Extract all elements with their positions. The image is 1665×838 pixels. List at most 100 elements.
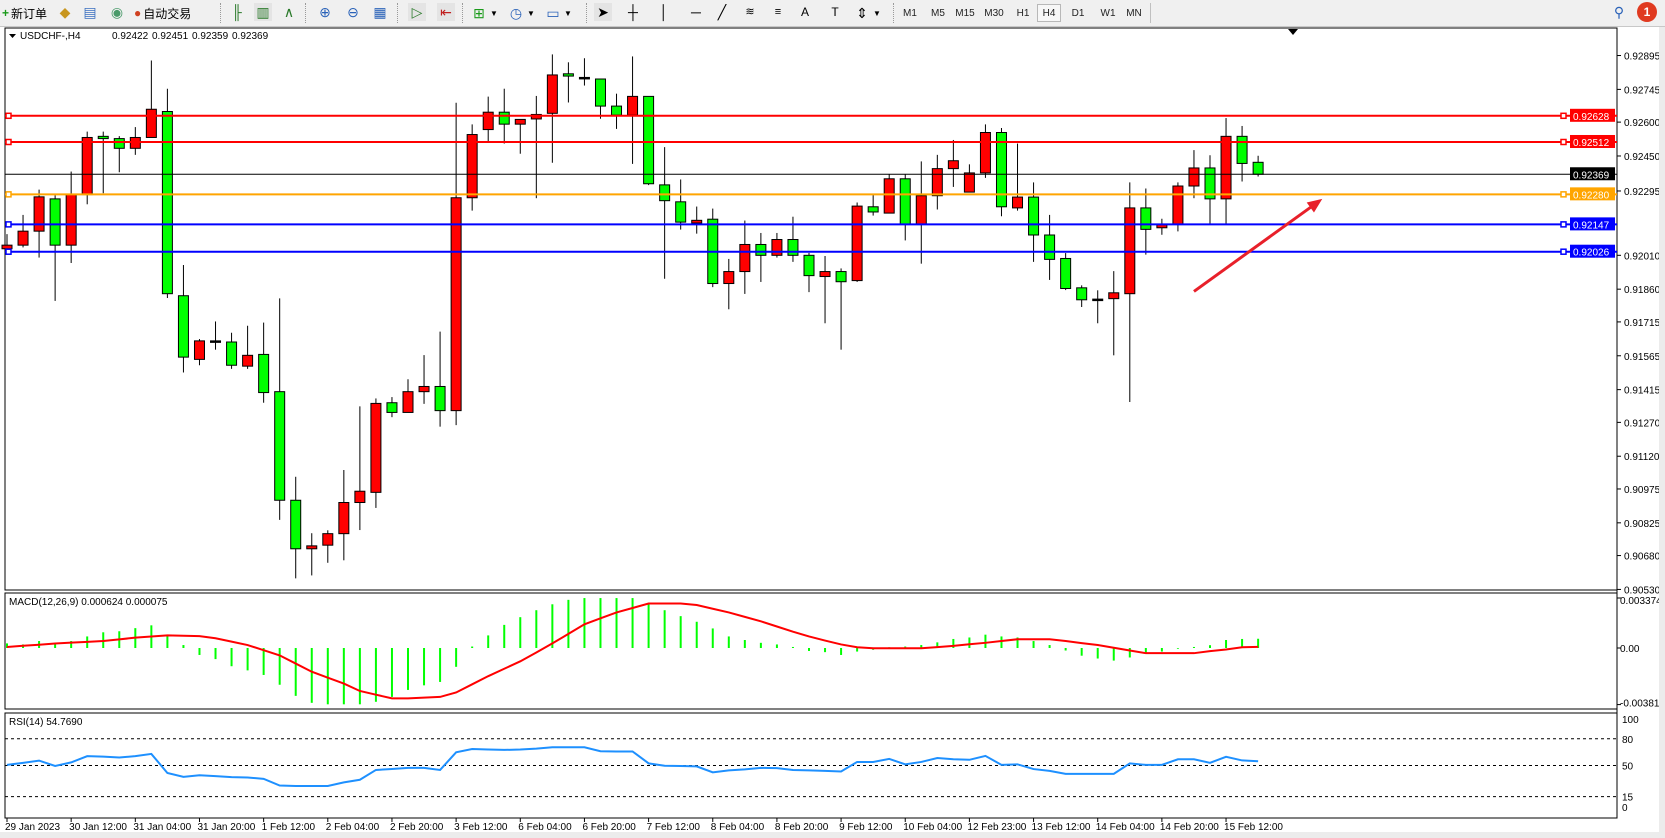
candle-body	[578, 76, 590, 80]
candle-body	[546, 74, 558, 114]
crosshair-icon[interactable]: ┼	[628, 4, 638, 20]
price-tag-label: 0.92512	[1573, 138, 1610, 149]
candle	[402, 379, 414, 413]
price-tag-label: 0.92026	[1573, 248, 1610, 259]
line-handle[interactable]	[1560, 138, 1567, 146]
navigator-icon[interactable]: ▤	[83, 4, 97, 20]
candle-body	[915, 195, 927, 225]
new-chart-button[interactable]: ⊞ ▼	[470, 3, 498, 23]
chart-shift-icon[interactable]: ⇤	[437, 3, 455, 21]
candle	[578, 58, 590, 86]
period-d1[interactable]: D1	[1071, 7, 1085, 19]
candle-body	[739, 243, 751, 273]
new-order-button[interactable]: + 新订单	[2, 3, 47, 23]
line-chart-icon[interactable]: ∧	[283, 4, 295, 20]
rsi-axis-label: 50	[1622, 762, 1634, 773]
arrow-shaft	[1193, 202, 1317, 293]
line-handle[interactable]	[5, 138, 12, 146]
period-m30[interactable]: M30	[984, 7, 1004, 19]
arrows-button[interactable]: ⇕ ▼	[853, 3, 881, 23]
notification-badge[interactable]: 1	[1637, 2, 1657, 22]
line-handle[interactable]	[1560, 221, 1567, 228]
auto-scroll-icon[interactable]: ▷	[408, 3, 426, 21]
auto-trading-button[interactable]: ● 自动交易	[134, 3, 191, 23]
candle-body	[931, 168, 943, 197]
price-tag	[1570, 134, 1615, 148]
time-axis-label: 6 Feb 04:00	[518, 822, 572, 833]
candle-body	[177, 295, 189, 358]
line-handle[interactable]	[5, 221, 12, 228]
candle	[17, 214, 29, 248]
candle	[835, 268, 847, 350]
candle-body	[81, 136, 93, 196]
candle-body	[947, 160, 959, 170]
zoom-out-icon[interactable]: ⊖	[347, 4, 359, 20]
candle	[418, 355, 430, 404]
annotation-arrow[interactable]	[1193, 198, 1323, 293]
time-axis-label: 8 Feb 04:00	[711, 822, 765, 833]
period-h1[interactable]: H1	[1016, 7, 1030, 19]
period-m15[interactable]: M15	[955, 7, 975, 19]
price-axis-label: 0.92295	[1624, 187, 1661, 198]
candle	[145, 60, 157, 138]
candle-body	[386, 402, 398, 413]
period-mn[interactable]: MN	[1126, 7, 1142, 19]
candle	[49, 195, 61, 301]
gold-bars-icon[interactable]: ◆	[59, 4, 71, 20]
candle-body	[274, 391, 286, 501]
candlestick-icon[interactable]: ▥	[254, 3, 272, 21]
period-h4[interactable]: H4	[1037, 4, 1061, 22]
fibo-fan-icon[interactable]: ≡	[774, 6, 782, 18]
price-axis-label: 0.90680	[1624, 552, 1661, 563]
line-handle[interactable]	[5, 191, 12, 198]
zoom-in-icon[interactable]: ⊕	[319, 4, 331, 20]
macd-axis-label: 0.00	[1620, 644, 1640, 655]
horizontal-line-icon[interactable]: ─	[691, 4, 701, 20]
macd-signal-line	[6, 602, 1259, 700]
candle	[1012, 143, 1024, 211]
period-m5[interactable]: M5	[931, 7, 945, 19]
cursor-icon[interactable]: ➤	[594, 3, 612, 21]
candle	[739, 220, 751, 294]
periodicity-button[interactable]: ◷ ▼	[507, 3, 535, 23]
line-handle[interactable]	[1560, 191, 1567, 198]
candle	[594, 78, 606, 119]
signal-icon[interactable]: ◉	[110, 4, 124, 20]
horizontal-lines[interactable]: 0.92628 0.92512 0.92369 0.92280 0.92147 0.920…	[5, 108, 1617, 293]
fibonacci-icon[interactable]: ≋	[745, 6, 755, 18]
time-axis-label: 2 Feb 04:00	[326, 822, 380, 833]
line-handle[interactable]	[1560, 248, 1567, 255]
line-handle[interactable]	[1560, 112, 1567, 120]
candle-body	[819, 271, 831, 278]
text-label-icon[interactable]: T	[831, 5, 839, 19]
ohlc-value: 0.92359	[192, 31, 229, 42]
candle	[723, 258, 735, 310]
price-axis-label: 0.90530	[1624, 585, 1661, 596]
candle	[546, 54, 558, 163]
candle-body	[995, 132, 1007, 208]
candle-body	[514, 118, 526, 125]
bar-chart-icon[interactable]: ╟	[232, 4, 242, 20]
time-axis-label: 30 Jan 12:00	[69, 822, 127, 833]
chart-shift-marker-icon[interactable]	[1288, 29, 1298, 35]
search-icon[interactable]: ⚲	[1613, 4, 1625, 20]
line-handle[interactable]	[5, 112, 12, 120]
main-pane[interactable]	[4, 27, 1618, 591]
line-handle[interactable]	[5, 248, 12, 255]
candle	[210, 321, 222, 350]
time-axis-label: 6 Feb 20:00	[582, 822, 636, 833]
macd-pane[interactable]	[4, 592, 1618, 710]
time-axis-label: 31 Jan 20:00	[197, 822, 255, 833]
template-button[interactable]: ▭ ▼	[544, 3, 572, 23]
candle	[963, 164, 975, 193]
period-w1[interactable]: W1	[1100, 7, 1116, 19]
period-m1[interactable]: M1	[903, 7, 917, 19]
collapse-triangle-icon[interactable]	[9, 34, 16, 38]
trendline-icon[interactable]: ╱	[717, 4, 727, 20]
candle	[707, 208, 719, 288]
text-icon[interactable]: A	[800, 5, 809, 19]
vertical-line-icon[interactable]: │	[659, 4, 669, 20]
candle	[226, 332, 238, 369]
tile-windows-icon[interactable]: ▦	[373, 4, 387, 20]
